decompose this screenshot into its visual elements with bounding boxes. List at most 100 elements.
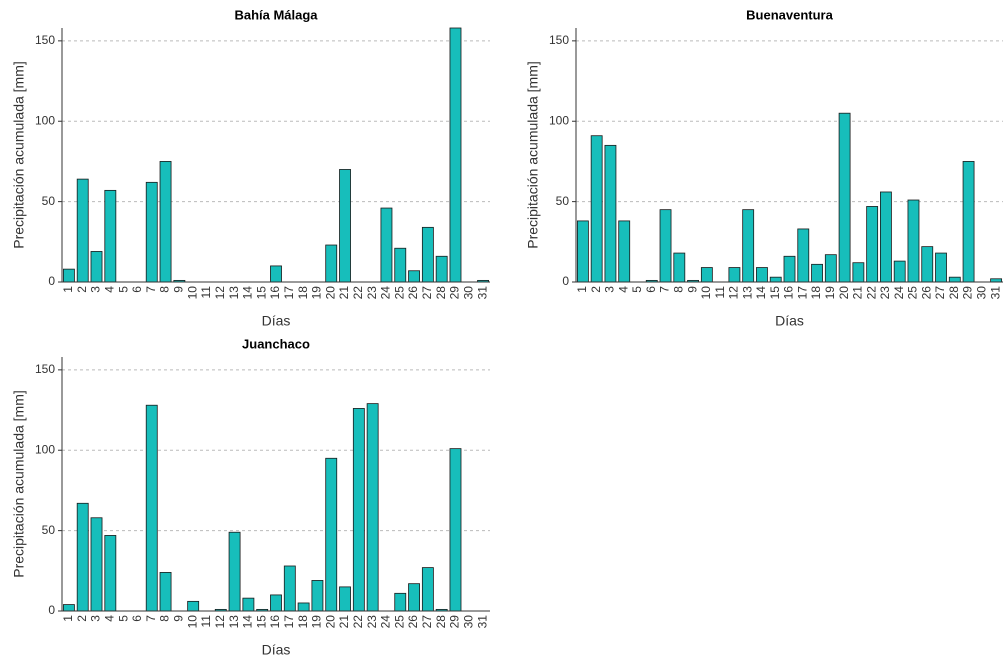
x-tick-label: 25	[906, 286, 920, 300]
bar	[228, 531, 241, 612]
bar	[311, 580, 324, 612]
x-tick-label: 28	[434, 286, 448, 300]
x-tick-label: 14	[754, 286, 768, 300]
y-tick-label: 150	[35, 33, 55, 47]
chart-title: Bahía Málaga	[234, 7, 318, 22]
chart-title: Juanchaco	[242, 336, 310, 351]
bar	[145, 404, 158, 612]
bar	[408, 583, 420, 612]
x-tick-label: 2	[75, 286, 89, 293]
bar	[159, 161, 172, 283]
bar	[394, 247, 407, 283]
x-tick-label: 16	[268, 286, 282, 300]
x-tick-label: 20	[323, 286, 337, 300]
bar	[159, 572, 172, 612]
x-tick-label: 20	[323, 615, 337, 629]
y-tick-label: 0	[48, 603, 55, 617]
x-tick-label: 8	[671, 286, 685, 293]
x-tick-label: 18	[809, 286, 823, 300]
bar	[394, 592, 407, 612]
bar	[104, 189, 117, 283]
bar	[325, 457, 338, 612]
x-tick-label: 14	[241, 615, 255, 629]
bar	[576, 220, 589, 283]
bar	[728, 267, 741, 283]
x-tick-label: 31	[475, 615, 489, 629]
x-tick-label: 29	[961, 286, 975, 300]
x-tick-label: 21	[851, 286, 865, 300]
x-tick-label: 11	[199, 615, 213, 628]
bar	[921, 246, 934, 283]
bar	[811, 263, 823, 283]
x-tick-label: 23	[365, 286, 379, 300]
bar	[421, 226, 434, 283]
y-tick-label: 150	[35, 362, 55, 376]
x-tick-label: 19	[310, 615, 324, 629]
bar	[62, 268, 75, 283]
x-tick-label: 31	[475, 286, 489, 300]
bar	[962, 161, 975, 283]
bar	[742, 209, 755, 283]
bar	[824, 254, 837, 283]
x-tick-label: 3	[89, 286, 103, 293]
bar	[62, 604, 75, 612]
y-tick-label: 100	[35, 442, 55, 456]
x-tick-label: 12	[213, 286, 227, 300]
x-tick-label: 12	[213, 615, 227, 629]
x-tick-label: 31	[988, 286, 1002, 300]
x-tick-label: 29	[448, 286, 462, 300]
x-tick-label: 21	[337, 615, 351, 629]
bar	[76, 178, 89, 283]
bar	[769, 276, 782, 283]
bar	[797, 228, 810, 283]
x-tick-label: 22	[351, 615, 365, 629]
bar	[700, 267, 713, 283]
x-tick-label: 18	[296, 615, 310, 629]
x-tick-label: 1	[575, 286, 589, 293]
x-tick-label: 10	[185, 615, 199, 629]
x-tick-label: 24	[379, 615, 393, 629]
bar	[590, 135, 603, 283]
x-tick-label: 4	[616, 286, 630, 293]
x-tick-label: 9	[172, 286, 186, 293]
bar	[866, 206, 879, 283]
bar	[242, 597, 255, 612]
x-tick-label: 7	[144, 615, 158, 622]
x-tick-label: 3	[603, 286, 617, 293]
x-tick-label: 5	[630, 286, 644, 293]
x-tick-label: 25	[392, 615, 406, 629]
x-tick-label: 25	[392, 286, 406, 300]
x-tick-label: 15	[254, 286, 268, 300]
bar	[90, 517, 103, 612]
x-tick-label: 6	[130, 615, 144, 622]
bar	[935, 252, 947, 283]
bar	[893, 260, 906, 283]
x-tick-label: 8	[158, 286, 172, 293]
x-tick-label: 30	[975, 286, 989, 300]
bar	[948, 276, 961, 283]
x-tick-label: 30	[461, 615, 475, 629]
x-tick-label: 24	[379, 286, 393, 300]
x-tick-label: 11	[713, 286, 727, 299]
x-tick-label: 22	[351, 286, 365, 300]
x-tick-label: 5	[116, 286, 130, 293]
bar	[283, 565, 296, 612]
x-tick-label: 7	[144, 286, 158, 293]
bar	[604, 144, 617, 283]
x-tick-label: 26	[919, 286, 933, 300]
x-tick-label: 27	[933, 286, 947, 300]
bar	[325, 244, 338, 283]
x-tick-label: 13	[227, 286, 241, 300]
x-tick-label: 16	[782, 286, 796, 300]
x-tick-label: 24	[892, 286, 906, 300]
x-tick-label: 28	[947, 286, 961, 300]
bar	[449, 448, 462, 612]
x-tick-label: 27	[420, 615, 434, 629]
bar	[852, 262, 865, 283]
bar	[270, 594, 282, 612]
y-tick-label: 0	[562, 274, 569, 288]
x-tick-label: 30	[461, 286, 475, 300]
x-tick-label: 27	[420, 286, 434, 300]
x-tick-label: 6	[130, 286, 144, 293]
x-tick-label: 17	[282, 286, 296, 300]
